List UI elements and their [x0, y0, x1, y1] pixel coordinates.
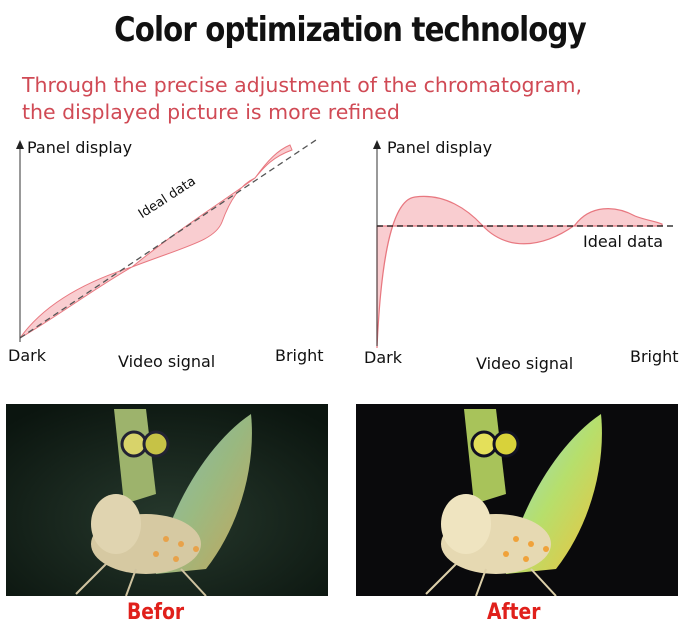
- left-y-label: Panel display: [27, 138, 133, 157]
- left-x-dark: Dark: [8, 346, 46, 365]
- page-title: Color optimization technology: [114, 10, 586, 50]
- right-x-dark: Dark: [364, 348, 402, 367]
- before-caption: Befor: [127, 600, 185, 625]
- left-deviation-area: [19, 144, 293, 339]
- before-photo: [6, 404, 328, 596]
- right-y-label: Panel display: [387, 138, 493, 157]
- right-x-bright: Bright: [630, 347, 679, 366]
- left-x-video-signal: Video signal: [118, 352, 216, 371]
- left-y-arrow-icon: [16, 140, 24, 149]
- after-photo: [356, 404, 678, 596]
- subtitle-line-2: the displayed picture is more refined: [22, 100, 400, 124]
- subtitle-line-1: Through the precise adjustment of the ch…: [22, 73, 583, 97]
- right-ideal-label: Ideal data: [583, 232, 664, 251]
- after-caption: After: [487, 600, 541, 625]
- right-x-video-signal: Video signal: [476, 354, 574, 373]
- subtitle: Through the precise adjustment of the ch…: [22, 72, 682, 126]
- right-chart: [373, 140, 676, 349]
- left-chart: [16, 139, 317, 342]
- right-deviation-area: [376, 195, 663, 349]
- right-y-arrow-icon: [373, 140, 381, 149]
- left-x-bright: Bright: [275, 346, 324, 365]
